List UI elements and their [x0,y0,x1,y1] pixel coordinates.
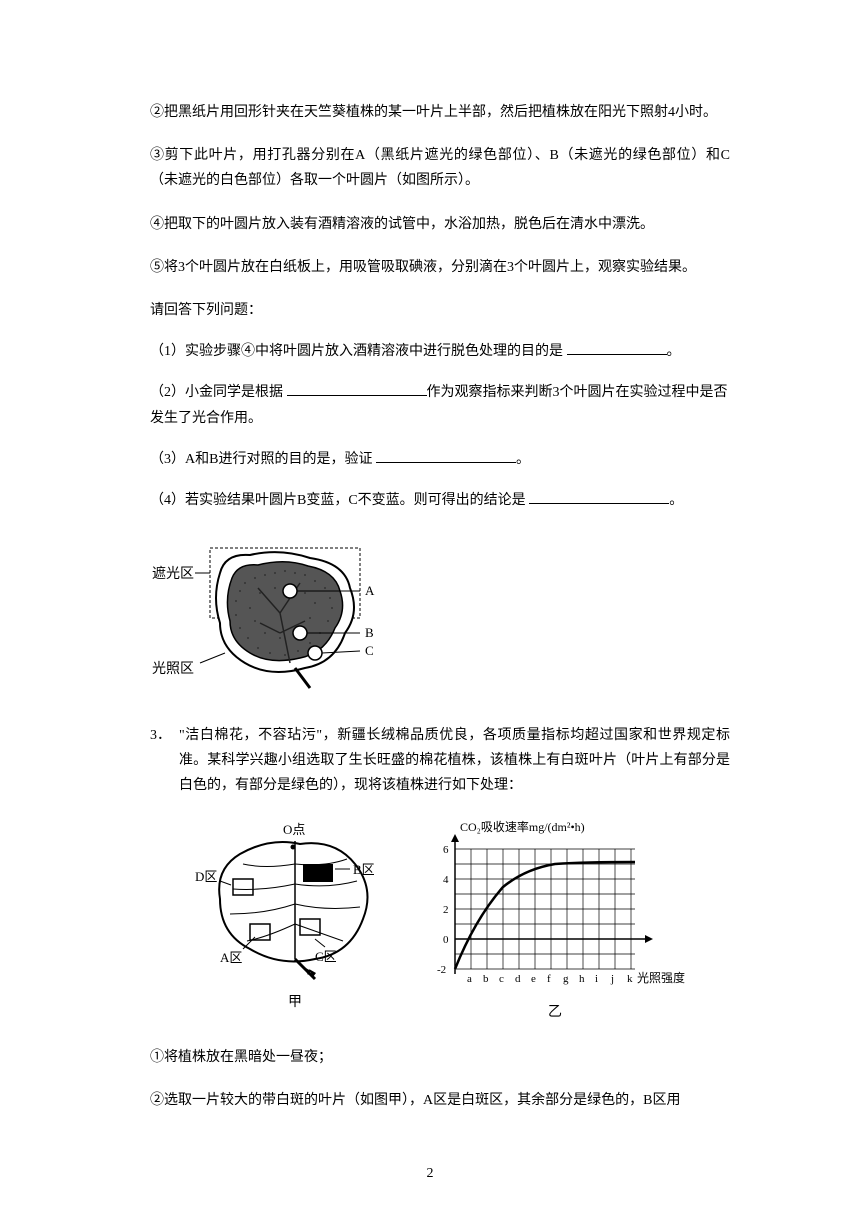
xtick-k: k [627,973,633,985]
step-4: ④把取下的叶圆片放入装有酒精溶液的试管中，水浴加热，脱色后在清水中漂洗。 [150,212,730,237]
x-axis-label: 光照强度 [637,970,685,985]
sub1-suffix: 。 [667,344,681,359]
blank-4 [529,490,669,504]
sub4-prefix: （4）若实验结果叶圆片B变蓝，C不变蓝。则可得出的结论是 [150,493,529,508]
label-c-zone: C区 [315,949,337,964]
step-5: ⑤将3个叶圆片放在白纸板上，用吸管吸取碘液，分别滴在3个叶圆片上，观察实验结果。 [150,255,730,280]
q3-text: "洁白棉花，不容玷污"，新疆长绒棉品质优良，各项质量指标均超过国家和世界规定标准… [179,723,730,799]
q3-number: 3． [150,723,171,799]
xtick-g: g [563,973,569,985]
label-b-zone: B区 [353,862,375,877]
step-3: ③剪下此叶片，用打孔器分别在A（黑纸片遮光的绿色部位）、B（未遮光的绿色部位）和… [150,143,730,193]
label-a: A [365,583,375,598]
xtick-i: i [595,973,598,985]
ytick-neg2: -2 [437,964,446,976]
y-axis-label: CO₂吸收速率mg/(dm²•h) [460,819,585,834]
blank-3 [376,449,516,463]
figure-yi-svg: CO₂吸收速率mg/(dm²•h) 6 4 2 0 -2 a [425,819,685,994]
xtick-c: c [499,973,504,985]
xtick-d: d [515,973,521,985]
figure-jia: O点 A区 B区 C区 D区 甲 [195,819,395,1025]
proc-1: ①将植株放在黑暗处一昼夜； [150,1045,730,1070]
ytick-6: 6 [443,844,449,856]
ytick-4: 4 [443,874,449,886]
sub-question-2: （2）小金同学是根据 作为观察指标来判断3个叶圆片在实验过程中是否发生了光合作用… [150,380,730,430]
sub-question-1: （1）实验步骤④中将叶圆片放入酒精溶液中进行脱色处理的目的是 。 [150,339,730,364]
xtick-h: h [579,973,585,985]
proc-2: ②选取一片较大的带白斑的叶片（如图甲），A区是白斑区，其余部分是绿色的，B区用 [150,1088,730,1113]
sub3-prefix: （3）A和B进行对照的目的是，验证 [150,452,376,467]
sub2-prefix: （2）小金同学是根据 [150,385,287,400]
blank-2 [287,382,427,396]
leaf-svg: A B C 遮光区 光照区 [150,533,380,703]
caption-jia: 甲 [288,990,302,1015]
ytick-2: 2 [443,904,449,916]
caption-yi: 乙 [548,1000,562,1025]
xtick-b: b [483,973,489,985]
xtick-e: e [531,973,536,985]
label-o: O点 [283,822,305,837]
sub1-prefix: （1）实验步骤④中将叶圆片放入酒精溶液中进行脱色处理的目的是 [150,344,567,359]
label-shaded: 遮光区 [152,566,194,582]
figures-row: O点 A区 B区 C区 D区 甲 CO₂吸收速率mg/(dm²•h) [150,819,730,1025]
xtick-f: f [547,973,551,985]
sub3-suffix: 。 [516,452,530,467]
figure-jia-svg: O点 A区 B区 C区 D区 [195,819,395,984]
label-light: 光照区 [152,661,194,677]
sub4-suffix: 。 [669,493,683,508]
question-3: 3． "洁白棉花，不容玷污"，新疆长绒棉品质优良，各项质量指标均超过国家和世界规… [150,723,730,799]
label-d-zone: D区 [195,869,217,884]
leaf-diagram: A B C 遮光区 光照区 [150,533,380,703]
sub-question-3: （3）A和B进行对照的目的是，验证 。 [150,447,730,472]
ytick-0: 0 [443,934,449,946]
sub-question-4: （4）若实验结果叶圆片B变蓝，C不变蓝。则可得出的结论是 。 [150,488,730,513]
xtick-j: j [610,973,614,985]
label-c: C [365,643,374,658]
figure-yi: CO₂吸收速率mg/(dm²•h) 6 4 2 0 -2 a [425,819,685,1025]
label-b: B [365,625,374,640]
blank-1 [567,341,667,355]
answer-prompt: 请回答下列问题： [150,298,730,323]
step-2: ②把黑纸片用回形针夹在天竺葵植株的某一叶片上半部，然后把植株放在阳光下照射4小时… [150,100,730,125]
xtick-a: a [467,973,472,985]
label-a-zone: A区 [220,950,242,965]
page-number: 2 [0,1161,860,1186]
